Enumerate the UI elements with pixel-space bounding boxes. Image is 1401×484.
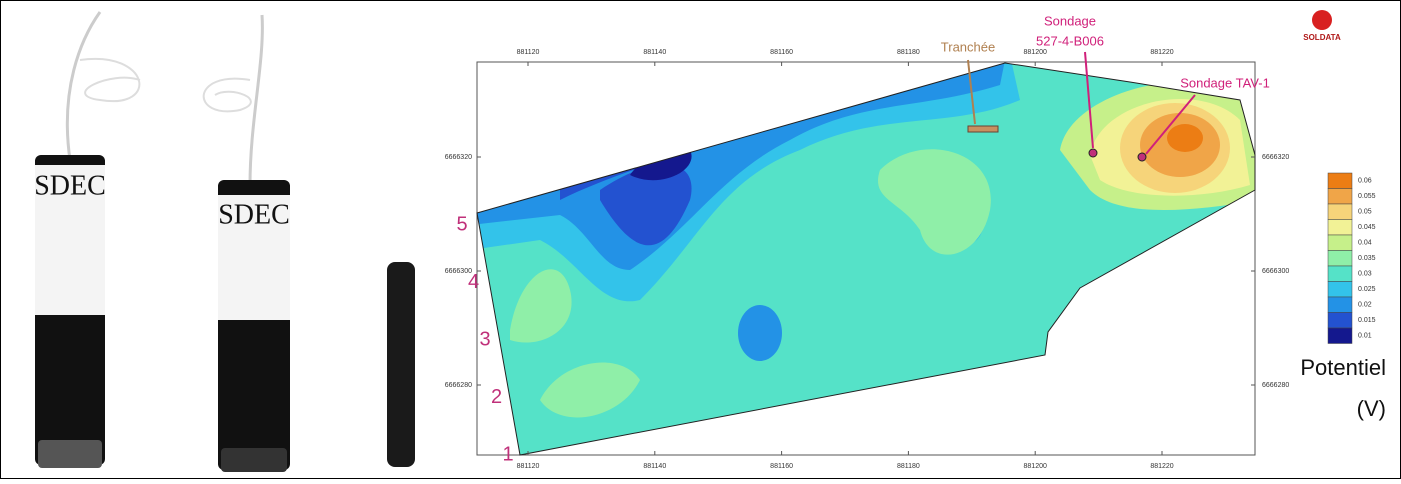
colorbar-label: 0.05 — [1358, 209, 1372, 216]
colorbar-cell — [1328, 282, 1352, 298]
x-tick-label: 881140 — [643, 49, 666, 56]
x-tick-label: 881160 — [770, 463, 793, 470]
colorbar-cell — [1328, 251, 1352, 267]
colorbar-label: 0.055 — [1358, 193, 1376, 200]
colorbar-label: 0.06 — [1358, 178, 1372, 185]
profile-number: 1 — [502, 443, 513, 465]
colorbar-label: 0.04 — [1358, 240, 1372, 247]
y-tick-label: 6666280 — [445, 382, 472, 389]
x-tick-label: 881140 — [643, 463, 666, 470]
electrode-label: SDEC — [218, 199, 290, 230]
colorbar-cell — [1328, 204, 1352, 220]
colorbar-label: 0.015 — [1358, 317, 1376, 324]
colorbar-title: Potentiel — [1300, 355, 1386, 380]
colorbar-label: 0.01 — [1358, 333, 1372, 340]
borehole-label: Sondage TAV-1 — [1180, 75, 1270, 90]
colorbar-cell — [1328, 189, 1352, 205]
x-tick-label: 881120 — [517, 463, 540, 470]
colorbar-label: 0.03 — [1358, 271, 1372, 278]
borehole-label: 527-4-B006 — [1036, 33, 1104, 48]
trench-marker — [968, 126, 998, 132]
colorbar-cell — [1328, 328, 1352, 344]
profile-number: 4 — [468, 271, 479, 293]
colorbar-cell — [1328, 220, 1352, 236]
profile-number: 2 — [491, 386, 502, 408]
x-tick-label: 881180 — [897, 49, 920, 56]
borehole-marker — [1089, 149, 1097, 157]
colorbar-label: 0.02 — [1358, 302, 1372, 309]
x-tick-label: 881200 — [1024, 463, 1047, 470]
colorbar-cell — [1328, 235, 1352, 251]
x-tick-label: 881220 — [1150, 463, 1173, 470]
trench-label: Tranchée — [941, 39, 995, 54]
borehole-label: Sondage — [1044, 13, 1096, 28]
profile-number: 3 — [479, 328, 490, 350]
colorbar-label: 0.025 — [1358, 286, 1376, 293]
profile-number: 5 — [456, 213, 467, 235]
x-tick-label: 881200 — [1024, 49, 1047, 56]
x-tick-label: 881120 — [517, 49, 540, 56]
borehole-marker — [1138, 153, 1146, 161]
y-tick-label: 6666320 — [445, 154, 472, 161]
logo-icon — [1312, 10, 1332, 30]
colorbar-label: 0.035 — [1358, 255, 1376, 262]
x-tick-label: 881160 — [770, 49, 793, 56]
colorbar-label: 0.045 — [1358, 224, 1376, 231]
y-tick-label: 6666300 — [1262, 268, 1289, 275]
y-tick-label: 6666280 — [1262, 382, 1289, 389]
logo: SOLDATA — [1303, 33, 1341, 42]
colorbar-cell — [1328, 173, 1352, 189]
colorbar-cell — [1328, 313, 1352, 329]
y-tick-label: 6666320 — [1262, 154, 1289, 161]
x-tick-label: 881220 — [1150, 49, 1173, 56]
colorbar-title: (V) — [1357, 396, 1386, 421]
x-tick-label: 881180 — [897, 463, 920, 470]
colorbar-cell — [1328, 297, 1352, 313]
electrode-label: SDEC — [34, 170, 106, 201]
colorbar-cell — [1328, 266, 1352, 282]
figure: SDEC SDEC Tranchée Sondage 527-4-B006 So… — [0, 0, 1401, 479]
